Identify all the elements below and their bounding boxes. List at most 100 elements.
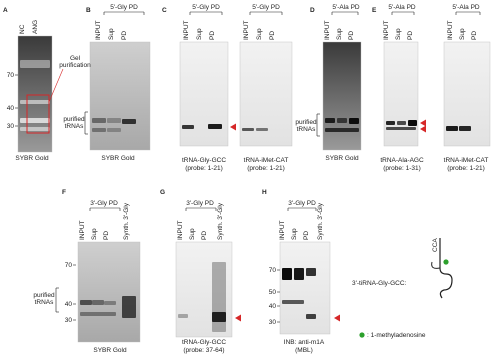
caption: SYBR Gold (325, 155, 359, 162)
size-marker: 30 (269, 319, 277, 326)
lane-label: Sup (196, 28, 203, 40)
lane-label: INPUT (324, 20, 331, 40)
gel (383, 41, 419, 147)
lane-label: PD (348, 31, 355, 40)
caption: SYBR Gold (101, 155, 135, 162)
tirna-structure (439, 238, 453, 299)
size-marker: 70 (7, 72, 15, 79)
m1a-legend-dot (359, 332, 365, 338)
band (306, 314, 316, 319)
band (92, 128, 106, 132)
caption: (probe: 37-64) (183, 347, 224, 354)
lane-label: INPUT (383, 20, 390, 40)
pd-header: 3'-Gly PD (90, 200, 118, 207)
size-marker: 70 (65, 262, 73, 269)
band (80, 300, 92, 305)
annotation: purification (59, 62, 91, 69)
band (446, 126, 458, 131)
panel-letter: F (62, 189, 66, 196)
lane-label: INPUT (95, 20, 102, 40)
caption: tRNA-Gly-GCC (182, 157, 226, 164)
lane-label: INPUT (183, 20, 190, 40)
caption: (MBL) (295, 347, 313, 354)
band (325, 118, 335, 123)
lane-label: Sup (108, 28, 115, 40)
lane-label: NC (19, 24, 26, 34)
band (459, 126, 471, 131)
lane-label: PD (303, 231, 310, 240)
panel-letter: D (310, 7, 315, 14)
caption: (probe: 1-21) (247, 165, 285, 172)
lane-label: Sup (189, 228, 196, 240)
annotations (15, 11, 481, 338)
band (337, 118, 347, 123)
lane-label: PD (201, 231, 208, 240)
annotation: Gel (70, 55, 81, 62)
legend-modification: : 1-methyladenosine (367, 332, 426, 339)
size-marker: 30 (7, 123, 15, 130)
pd-header: 5'-Gly PD (192, 4, 220, 11)
band (408, 120, 417, 126)
band (20, 127, 50, 131)
panel-letter: C (162, 7, 167, 14)
side-label: purified (63, 116, 85, 123)
red-arrow (235, 314, 241, 322)
band (349, 118, 359, 124)
band (107, 118, 121, 123)
purification-box (26, 94, 50, 134)
lane-label: Synth. 3'-Gly (217, 202, 224, 240)
caption: tRNA-iMet-CAT (444, 157, 489, 164)
gel (279, 241, 331, 335)
band (294, 268, 304, 280)
lane-label: PD (471, 31, 478, 40)
size-marker: 40 (269, 303, 277, 310)
gel (17, 35, 53, 153)
gel (179, 41, 229, 147)
band (208, 124, 222, 129)
size-marker: 40 (65, 301, 73, 308)
band (20, 118, 50, 123)
lane-label: Sup (291, 228, 298, 240)
lane-label: Sup (459, 28, 466, 40)
band (386, 121, 395, 125)
band (80, 312, 116, 316)
side-label: purified (295, 119, 317, 126)
caption: tRNA-iMet-CAT (244, 157, 289, 164)
red-arrow (420, 119, 426, 127)
side-label: tRNAs (297, 126, 317, 133)
band (122, 119, 136, 124)
size-marker: 40 (7, 105, 15, 112)
band (306, 268, 316, 276)
caption: tRNA-Gly-GCC (182, 339, 226, 346)
lane-label: PD (103, 231, 110, 240)
band (256, 128, 268, 131)
lane-label: Sup (256, 28, 263, 40)
panel-letter: H (262, 189, 267, 196)
tirna-loop (431, 261, 441, 269)
band (182, 125, 194, 129)
gel-images (17, 35, 491, 343)
caption: (probe: 1-21) (447, 165, 485, 172)
lane-label: PD (121, 31, 128, 40)
caption: (probe: 1-31) (383, 165, 421, 172)
lane-label: PD (407, 31, 414, 40)
pd-header: 5'-Ala PD (388, 4, 416, 11)
lane-label: Sup (336, 28, 343, 40)
panel-letter: G (160, 189, 165, 196)
lane-label: Synth. 3'-Gly (317, 202, 324, 240)
caption: SYBR Gold (93, 347, 127, 354)
band (212, 312, 226, 322)
panel-letter: E (372, 7, 377, 14)
lane-label: INPUT (177, 220, 184, 240)
legend-end: CCA (432, 238, 439, 252)
gel (77, 241, 141, 343)
band (20, 60, 50, 68)
lane-label: PD (209, 31, 216, 40)
pd-header: 5'-Ala PD (452, 4, 480, 11)
lane-label: Synth. 3'-Gly (123, 202, 130, 240)
gel (322, 41, 362, 151)
band (104, 301, 116, 305)
size-marker: 70 (269, 267, 277, 274)
